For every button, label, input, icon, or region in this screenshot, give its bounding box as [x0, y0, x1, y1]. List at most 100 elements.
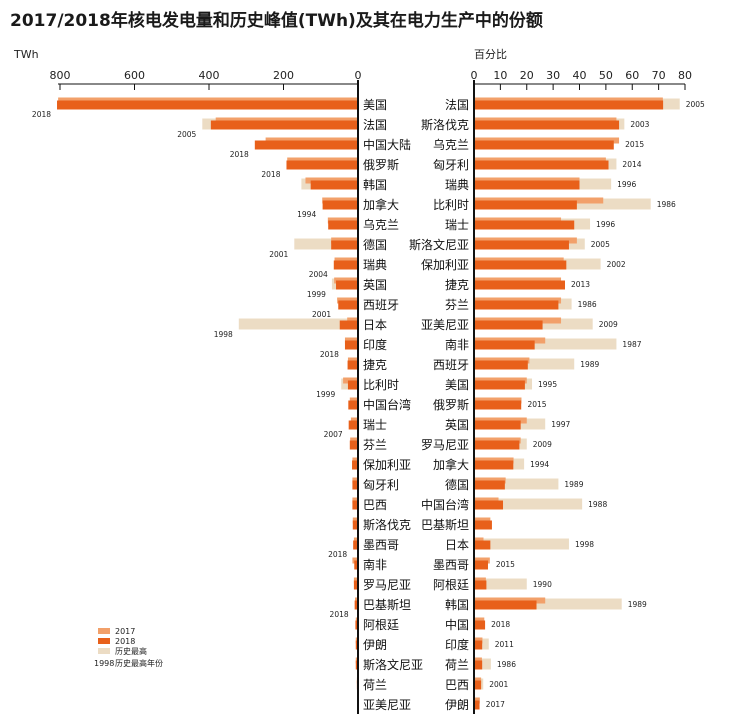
left-axis-title: TWh — [13, 48, 39, 61]
left-peak-year: 2005 — [177, 130, 196, 139]
left-country-label: 芬兰 — [363, 438, 387, 452]
right-tick-label: 60 — [625, 69, 639, 82]
legend-label-peakyear: 历史最高年份 — [115, 658, 163, 668]
legend-label-2018: 2018 — [115, 637, 135, 646]
left-tick-label: 0 — [355, 69, 362, 82]
right-peak-year: 1997 — [551, 420, 570, 429]
bar-2018 — [474, 120, 620, 130]
chart-title: 2017/2018年核电发电量和历史峰值(TWh)及其在电力生产中的份额 — [10, 11, 543, 31]
right-country-label: 德国 — [445, 477, 469, 492]
left-peak-year: 2018 — [330, 610, 349, 619]
bar-2018 — [328, 220, 358, 230]
right-peak-year: 2003 — [630, 120, 649, 129]
bar-2018 — [474, 220, 575, 230]
right-peak-year: 2002 — [607, 260, 626, 269]
bar-2018 — [347, 380, 358, 390]
right-country-label: 巴基斯坦 — [421, 518, 469, 532]
bar-2018 — [474, 380, 525, 390]
bar-2018 — [474, 460, 514, 470]
right-country-label: 南非 — [445, 337, 469, 352]
bar-2018 — [353, 580, 358, 590]
right-country-label: 法国 — [445, 98, 469, 112]
right-country-label: 加拿大 — [433, 457, 469, 472]
bar-2018 — [352, 460, 358, 470]
bar-2018 — [210, 120, 358, 130]
right-country-label: 瑞典 — [445, 178, 469, 192]
bar-2018 — [474, 540, 491, 550]
right-country-label: 印度 — [445, 637, 469, 652]
bar-2018 — [286, 160, 358, 170]
right-country-label: 英国 — [445, 418, 469, 432]
bar-2018 — [310, 180, 358, 190]
left-tick-label: 200 — [273, 69, 294, 82]
right-peak-year: 2015 — [527, 400, 546, 409]
bar-2018 — [347, 360, 358, 370]
bar-2018 — [352, 500, 358, 510]
right-peak-year: 1989 — [580, 360, 599, 369]
right-country-label: 阿根廷 — [433, 578, 469, 592]
bar-2018 — [339, 320, 358, 330]
right-tick-label: 50 — [599, 69, 613, 82]
left-country-label: 巴基斯坦 — [363, 598, 411, 612]
legend-swatch-peak — [98, 648, 110, 654]
left-country-label: 韩国 — [363, 177, 387, 192]
peak-bar — [474, 538, 569, 550]
right-tick-label: 30 — [546, 69, 560, 82]
left-peak-year: 2018 — [261, 170, 280, 179]
bar-2018 — [348, 420, 358, 430]
right-country-label: 保加利亚 — [421, 258, 469, 272]
bar-2018 — [353, 540, 358, 550]
right-peak-year: 1986 — [578, 300, 597, 309]
legend-label-2017: 2017 — [115, 627, 135, 636]
bar-2018 — [354, 560, 358, 570]
left-country-label: 印度 — [363, 337, 387, 352]
left-peak-year: 2007 — [324, 430, 343, 439]
left-peak-year: 1994 — [297, 210, 316, 219]
right-peak-year: 2011 — [495, 640, 514, 649]
right-country-label: 荷兰 — [445, 658, 469, 672]
bar-2018 — [57, 100, 359, 110]
right-country-label: 巴西 — [445, 678, 469, 692]
right-country-label: 斯洛文尼亚 — [409, 237, 469, 252]
bar-2018 — [474, 360, 528, 370]
legend-sample-year: 1998 — [94, 659, 114, 668]
left-peak-year: 2001 — [312, 310, 331, 319]
bar-2018 — [336, 280, 358, 290]
right-country-label: 中国台湾 — [421, 497, 469, 512]
right-country-label: 斯洛伐克 — [421, 117, 469, 132]
left-country-label: 中国台湾 — [363, 397, 411, 412]
right-tick-label: 80 — [678, 69, 692, 82]
bar-2018 — [474, 600, 537, 610]
bar-2018 — [331, 240, 358, 250]
left-country-label: 巴西 — [363, 498, 387, 512]
bar-2018 — [349, 440, 358, 450]
left-country-label: 亚美尼亚 — [363, 698, 411, 712]
right-country-label: 匈牙利 — [433, 158, 469, 172]
left-peak-year: 2004 — [309, 270, 328, 279]
bar-2018 — [474, 420, 521, 430]
bar-2018 — [474, 700, 480, 710]
right-peak-year: 2013 — [571, 280, 590, 289]
bar-2018 — [474, 400, 522, 410]
right-country-label: 西班牙 — [433, 358, 469, 372]
right-tick-label: 10 — [493, 69, 507, 82]
right-peak-year: 2018 — [491, 620, 510, 629]
bar-2018 — [474, 100, 664, 110]
bar-2018 — [474, 520, 492, 530]
left-country-label: 斯洛伐克 — [363, 517, 411, 532]
bar-2018 — [474, 580, 487, 590]
right-country-label: 韩国 — [445, 597, 469, 612]
right-axis-title: 百分比 — [474, 48, 507, 61]
left-peak-year: 2018 — [32, 110, 51, 119]
right-peak-year: 1986 — [497, 660, 516, 669]
bar-2018 — [338, 300, 358, 310]
left-tick-label: 600 — [124, 69, 145, 82]
right-peak-year: 2005 — [686, 100, 705, 109]
right-peak-year: 1989 — [628, 600, 647, 609]
peak-bar — [474, 498, 583, 510]
right-peak-year: 1996 — [617, 180, 636, 189]
left-country-label: 美国 — [363, 98, 387, 112]
right-peak-year: 1994 — [530, 460, 549, 469]
peak-bar — [474, 578, 527, 590]
left-country-label: 英国 — [363, 278, 387, 292]
